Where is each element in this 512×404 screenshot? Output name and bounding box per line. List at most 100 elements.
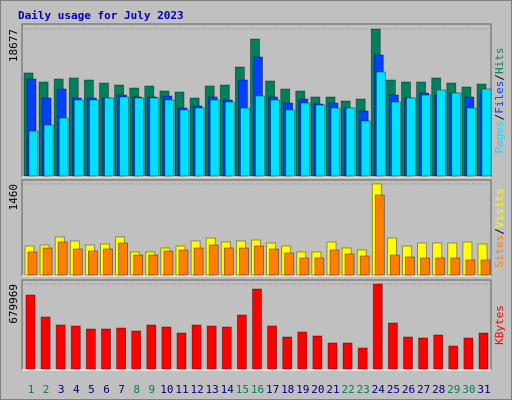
- bar: [327, 342, 338, 370]
- bar: [221, 326, 232, 370]
- x-tick-label: 1: [28, 383, 35, 396]
- bar: [387, 322, 398, 370]
- legend-entry: Hits: [493, 48, 506, 75]
- bar: [480, 259, 491, 276]
- bar: [297, 331, 308, 370]
- bar: [451, 92, 462, 177]
- bar: [299, 257, 310, 276]
- x-tick-label: 3: [58, 383, 65, 396]
- bar: [267, 325, 278, 370]
- bar: [57, 241, 68, 276]
- bar: [435, 257, 446, 276]
- bar: [149, 97, 160, 177]
- x-tick-label: 21: [326, 383, 339, 396]
- chart-title: Daily usage for July 2023: [18, 9, 184, 22]
- bar: [43, 124, 54, 177]
- x-tick-label: 19: [296, 383, 309, 396]
- x-tick-label: 27: [417, 383, 430, 396]
- bar: [42, 247, 53, 276]
- bar: [448, 345, 459, 370]
- bar: [236, 314, 247, 370]
- bar: [73, 99, 84, 177]
- bar: [223, 247, 234, 276]
- bar: [89, 99, 99, 177]
- bar: [300, 102, 311, 177]
- bar: [420, 257, 431, 276]
- y-tick-label: 1460: [7, 184, 20, 211]
- legend-separator: /: [493, 228, 506, 235]
- legend: Sites/Visits: [493, 188, 506, 268]
- legend: KBytes: [493, 305, 506, 345]
- bar: [314, 257, 325, 276]
- x-tick-label: 20: [311, 383, 324, 396]
- bar: [359, 255, 370, 276]
- x-tick-label: 26: [402, 383, 415, 396]
- legend: Pages/Files/Hits: [493, 48, 506, 154]
- bar: [403, 336, 413, 370]
- bar: [178, 249, 189, 276]
- bar: [55, 324, 66, 370]
- bar: [374, 194, 385, 276]
- bar: [254, 245, 264, 276]
- bar: [481, 88, 492, 177]
- x-tick-label: 12: [190, 383, 203, 396]
- bar: [312, 335, 323, 370]
- bar: [58, 117, 69, 177]
- x-tick-label: 6: [103, 383, 110, 396]
- bar: [375, 71, 386, 177]
- bar: [209, 99, 220, 177]
- bar: [372, 283, 383, 370]
- bar: [134, 97, 145, 177]
- legend-entry: Pages: [493, 120, 506, 153]
- bar: [28, 130, 39, 177]
- bar: [208, 244, 219, 276]
- bar: [27, 251, 38, 276]
- bar: [255, 95, 265, 177]
- bar: [25, 294, 36, 370]
- bar: [269, 248, 280, 276]
- bar: [463, 337, 474, 370]
- bar: [72, 248, 83, 276]
- bar: [224, 101, 235, 177]
- bar: [390, 101, 401, 177]
- bar: [360, 120, 371, 177]
- x-tick-label: 2: [43, 383, 50, 396]
- x-tick-label: 28: [432, 383, 445, 396]
- bar: [315, 104, 326, 177]
- bar: [193, 247, 204, 276]
- x-tick-label: 22: [341, 383, 354, 396]
- bar: [163, 250, 174, 276]
- bar: [344, 253, 355, 276]
- y-tick-label: 679969: [7, 284, 20, 324]
- bar: [330, 107, 341, 177]
- legend-entry: KBytes: [493, 305, 506, 345]
- legend-separator: /: [493, 74, 506, 81]
- bar: [191, 324, 202, 370]
- bar: [131, 330, 142, 370]
- bar: [101, 328, 111, 370]
- bar: [194, 107, 205, 177]
- x-tick-label: 14: [221, 383, 235, 396]
- bar: [436, 89, 447, 177]
- x-tick-label: 23: [357, 383, 370, 396]
- bar: [433, 334, 444, 370]
- bar: [164, 99, 175, 177]
- bar: [206, 325, 217, 370]
- legend-entry: Files: [493, 81, 506, 114]
- bar: [478, 332, 489, 370]
- bar: [282, 336, 293, 370]
- bar: [285, 109, 296, 177]
- x-tick-label: 5: [88, 383, 95, 396]
- bar: [86, 328, 96, 370]
- x-tick-label: 13: [206, 383, 219, 396]
- bar: [252, 288, 262, 370]
- x-tick-label: 10: [160, 383, 173, 396]
- legend-separator: /: [493, 114, 506, 121]
- y-tick-label: 18677: [7, 29, 20, 62]
- bar: [465, 259, 476, 276]
- bar: [118, 242, 128, 276]
- x-tick-label: 17: [266, 383, 279, 396]
- x-tick-label: 25: [387, 383, 400, 396]
- bar: [104, 97, 114, 177]
